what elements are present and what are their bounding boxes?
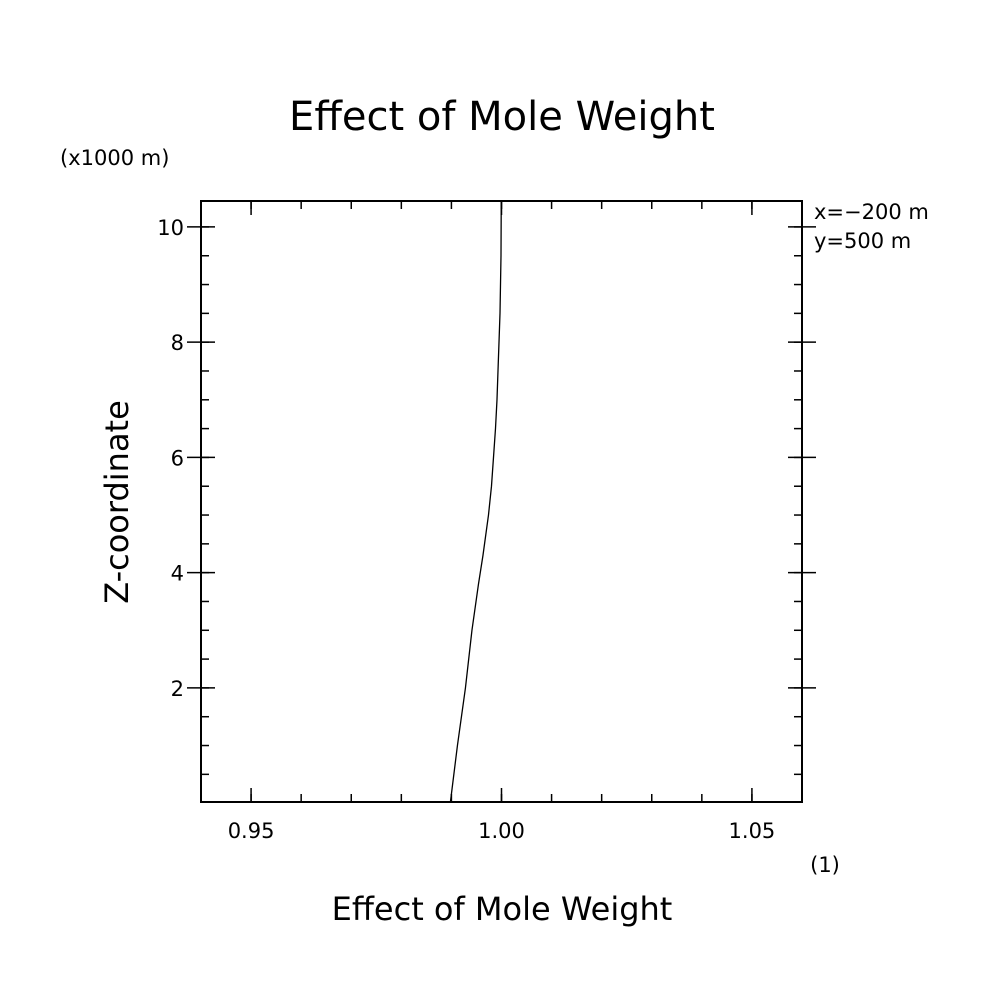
x-tick-label: 1.05 [729, 819, 776, 843]
annotation-y: y=500 m [814, 229, 911, 253]
y-tick-label: 6 [171, 446, 184, 470]
plot-frame [200, 200, 803, 803]
y-tick-label: 4 [171, 562, 184, 586]
y-tick-label: 10 [157, 216, 184, 240]
data-series [449, 200, 502, 803]
x-unit-label: (1) [810, 853, 840, 877]
x-axis-label: Effect of Mole Weight [332, 890, 673, 928]
y-tick-label: 2 [171, 677, 184, 701]
x-tick-label: 1.00 [478, 819, 525, 843]
y-axis-label: Z-coordinate [98, 400, 136, 604]
tick-labels: 2 4 6 8 10 0.95 1.00 1.05 [157, 216, 775, 843]
x-tick-label: 0.95 [228, 819, 275, 843]
y-unit-label: (x1000 m) [60, 146, 169, 170]
series-line [449, 200, 502, 803]
y-tick-label: 8 [171, 331, 184, 355]
axis-ticks [187, 201, 816, 802]
annotation-x: x=−200 m [814, 200, 929, 224]
chart-title: Effect of Mole Weight [289, 94, 715, 140]
